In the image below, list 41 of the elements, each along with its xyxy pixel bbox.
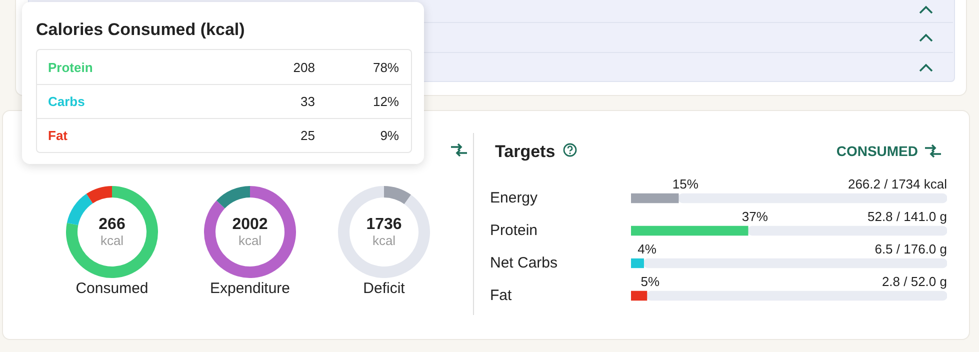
bar xyxy=(631,193,679,204)
data-label: 15% xyxy=(672,176,699,192)
text: kcal xyxy=(237,233,263,248)
chart-subtitle: CONSUMED xyxy=(835,143,918,159)
bar xyxy=(631,258,644,268)
text: Consumed xyxy=(74,280,150,297)
text: Carbs xyxy=(48,94,85,109)
y-tick-label: Net Carbs xyxy=(490,254,558,272)
data-label: 4% xyxy=(638,241,657,256)
y-tick-label: Energy xyxy=(490,189,538,206)
text: kcal xyxy=(371,233,397,248)
text: 9% xyxy=(379,128,399,143)
data-label: 5% xyxy=(640,274,660,289)
bar xyxy=(646,290,947,301)
chart-title: Targets xyxy=(495,142,556,162)
text: 33 xyxy=(300,94,315,109)
text: 208 xyxy=(292,60,315,75)
text: 1736 xyxy=(365,216,403,234)
annotation: 266.2 / 1734 kcal xyxy=(848,176,948,192)
text: 2002 xyxy=(231,216,269,234)
text: 25 xyxy=(300,128,315,143)
bar xyxy=(678,193,947,204)
bar xyxy=(643,258,947,268)
y-tick-label: Protein xyxy=(490,222,538,239)
annotation: 6.5 / 176.0 g xyxy=(874,241,947,256)
y-tick-label: Fat xyxy=(490,286,513,304)
annotation: 2.8 / 52.0 g xyxy=(882,274,947,289)
text: Fat xyxy=(48,128,68,143)
text: 78% xyxy=(372,60,399,75)
text: kcal xyxy=(99,233,125,248)
annotation: 52.8 / 141.0 g xyxy=(867,208,947,224)
text: 266 xyxy=(98,216,126,234)
bar xyxy=(631,290,648,301)
text: Protein xyxy=(48,60,93,75)
text: Deficit xyxy=(362,280,406,297)
bar xyxy=(631,226,748,236)
bar xyxy=(748,226,947,236)
text: Expenditure xyxy=(208,280,292,297)
text: 12% xyxy=(372,94,399,109)
data-label: 37% xyxy=(742,208,768,224)
text: Calories Consumed (kcal) xyxy=(36,20,245,40)
